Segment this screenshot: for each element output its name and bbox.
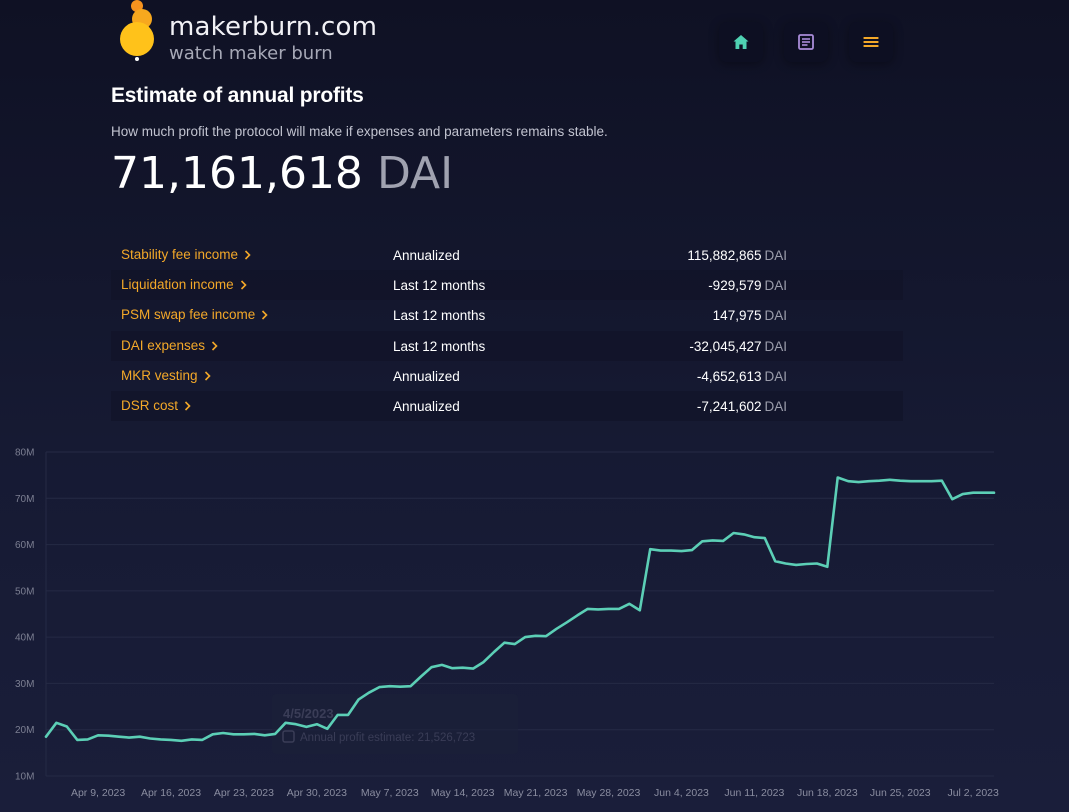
home-button[interactable] (719, 22, 763, 62)
y-tick-label: 30M (15, 679, 34, 690)
y-tick-label: 70M (15, 494, 34, 505)
chart-tooltip: 4/5/2023 Annual profit estimate: 21,526,… (272, 694, 518, 754)
site-tagline: watch maker burn (169, 43, 333, 64)
chart-x-axis: Apr 9, 2023 Apr 16, 2023 Apr 23, 2023 Apr 3… (71, 787, 999, 799)
breakdown-amount: 147,975 DAI (712, 308, 787, 324)
chart-y-axis: 80M 70M 60M 50M 40M 30M 20M 10M (15, 448, 34, 783)
x-tick-label: Jun 4, 2023 (654, 787, 709, 799)
chevron-right-icon (244, 250, 251, 260)
site-logo[interactable]: makerburn.com watch maker burn (112, 0, 432, 70)
breakdown-link-liquidation[interactable]: Liquidation income (121, 277, 247, 292)
x-tick-label: Jun 18, 2023 (797, 787, 858, 799)
tooltip-value: Annual profit estimate: 21,526,723 (300, 732, 475, 744)
menu-icon (863, 37, 879, 47)
table-row: Stability fee income Annualized 115,882,… (111, 240, 903, 270)
x-tick-label: Apr 16, 2023 (141, 787, 201, 799)
table-row: DAI expenses Last 12 months -32,045,427 D… (111, 330, 903, 361)
profit-breakdown-table: Stability fee income Annualized 115,882,… (111, 240, 903, 422)
x-tick-label: May 21, 2023 (504, 787, 568, 799)
annual-profit-total: 71,161,618 DAI (111, 148, 453, 199)
breakdown-amount: 115,882,865 DAI (687, 248, 787, 263)
breakdown-period: Last 12 months (393, 338, 486, 354)
annual-profit-unit: DAI (376, 148, 454, 199)
breakdown-link-dai-expenses[interactable]: DAI expenses (121, 338, 218, 353)
table-row: MKR vesting Annualized -4,652,613 DAI (111, 361, 903, 391)
breakdown-link-dsr-cost[interactable]: DSR cost (121, 398, 191, 413)
x-tick-label: Jun 25, 2023 (870, 787, 931, 799)
x-tick-label: May 14, 2023 (431, 787, 495, 799)
tooltip-box (272, 694, 518, 754)
breakdown-amount: -7,241,602 DAI (696, 398, 787, 414)
table-row: Liquidation income Last 12 months -929,5… (111, 270, 903, 301)
x-tick-label: Jul 2, 2023 (947, 787, 999, 799)
x-tick-label: Apr 23, 2023 (214, 787, 274, 799)
tooltip-date: 4/5/2023 (283, 706, 334, 721)
chart-series (44, 476, 996, 743)
y-tick-label: 20M (15, 725, 34, 736)
breakdown-amount: -32,045,427 DAI (689, 338, 787, 354)
chevron-right-icon (262, 310, 268, 320)
x-tick-label: Apr 9, 2023 (71, 787, 125, 799)
flame-logo-icon (120, 0, 154, 61)
profit-series-line (44, 476, 996, 743)
x-tick-label: May 28, 2023 (577, 787, 641, 799)
tooltip-swatch-icon (282, 730, 295, 743)
y-tick-label: 10M (15, 772, 34, 783)
breakdown-amount: -929,579 DAI (708, 278, 787, 294)
home-icon (733, 35, 749, 49)
y-tick-label: 60M (15, 540, 34, 551)
breakdown-period: Last 12 months (393, 308, 486, 324)
site-name: makerburn.com (169, 12, 378, 42)
page-subtitle: How much profit the protocol will make i… (111, 124, 608, 139)
breakdown-period: Last 12 months (393, 278, 486, 294)
breakdown-link-psm-swap[interactable]: PSM swap fee income (121, 307, 268, 322)
chevron-right-icon (184, 401, 191, 411)
table-row: PSM swap fee income Last 12 months 147,9… (111, 300, 903, 330)
breakdown-period: Annualized (393, 248, 460, 263)
breakdown-link-mkr-vesting[interactable]: MKR vesting (121, 368, 211, 383)
x-tick-label: May 7, 2023 (361, 787, 419, 799)
page-title: Estimate of annual profits (111, 84, 364, 107)
breakdown-period: Annualized (393, 368, 460, 384)
breakdown-period: Annualized (393, 398, 460, 414)
y-tick-label: 40M (15, 633, 34, 644)
annual-profit-value: 71,161,618 (111, 148, 363, 199)
chevron-right-icon (204, 371, 211, 381)
y-tick-label: 50M (15, 586, 34, 597)
document-icon (798, 34, 814, 50)
table-row: DSR cost Annualized -7,241,602 DAI (111, 390, 903, 422)
breakdown-amount: -4,652,613 DAI (696, 368, 787, 384)
menu-button[interactable] (849, 22, 893, 62)
x-tick-label: Jun 11, 2023 (724, 787, 784, 799)
chart-grid (45, 451, 994, 777)
docs-button[interactable] (784, 22, 828, 62)
y-tick-label: 80M (15, 448, 34, 459)
breakdown-link-stability-fee[interactable]: Stability fee income (121, 247, 251, 262)
chevron-right-icon (240, 280, 247, 290)
x-tick-label: Apr 30, 2023 (287, 787, 347, 799)
chevron-right-icon (211, 340, 218, 351)
